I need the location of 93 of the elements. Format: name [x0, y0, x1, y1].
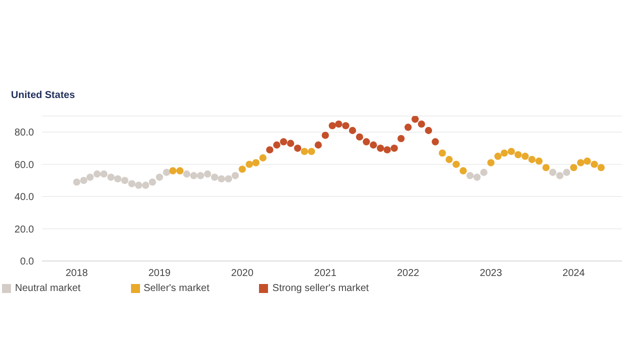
point	[322, 132, 329, 139]
x-tick-label: 2019	[148, 268, 172, 280]
point	[584, 158, 591, 165]
x-tick-label: 2021	[314, 268, 337, 280]
y-tick-label: 0.0	[20, 256, 34, 268]
legend-label: Seller's market	[144, 283, 210, 294]
point	[135, 182, 142, 189]
y-tick-label: 80.0	[14, 128, 34, 139]
point	[86, 174, 94, 181]
point	[466, 172, 474, 180]
point	[176, 167, 184, 174]
y-tick-label: 60.0	[14, 160, 34, 171]
point	[156, 174, 164, 181]
point	[384, 146, 391, 154]
point	[252, 159, 260, 166]
point	[356, 133, 364, 141]
point	[300, 148, 308, 156]
point	[287, 140, 294, 147]
point	[570, 164, 578, 172]
x-tick-label: 2023	[480, 268, 502, 280]
point	[535, 158, 543, 165]
point	[238, 166, 246, 173]
point	[183, 170, 190, 178]
point	[508, 148, 515, 156]
point	[232, 172, 239, 180]
legend-label: Neutral market	[15, 283, 81, 294]
x-tick-label: 2018	[66, 268, 88, 280]
point	[397, 134, 405, 142]
point	[370, 141, 377, 149]
y-tick-label: 20.0	[14, 224, 34, 236]
point	[438, 149, 446, 157]
point	[294, 144, 302, 152]
point	[128, 180, 136, 188]
point	[362, 138, 370, 146]
point	[577, 159, 584, 166]
point	[246, 160, 253, 168]
point	[273, 141, 280, 149]
point	[590, 160, 598, 168]
point	[107, 174, 115, 181]
point	[418, 120, 426, 128]
point	[224, 175, 232, 182]
point	[335, 120, 342, 128]
point	[452, 160, 460, 168]
point	[556, 172, 564, 180]
point	[424, 126, 432, 134]
point	[328, 122, 336, 130]
point	[218, 175, 226, 182]
point	[308, 148, 316, 156]
point	[73, 178, 80, 186]
point	[487, 159, 494, 166]
point	[522, 152, 529, 160]
y-tick-label: 40.0	[14, 192, 34, 204]
point	[432, 138, 439, 146]
point	[598, 164, 605, 172]
point	[404, 124, 412, 131]
point	[528, 156, 536, 164]
point	[494, 152, 502, 160]
point	[473, 174, 481, 181]
point	[342, 122, 350, 130]
point	[142, 182, 150, 189]
point	[259, 154, 267, 162]
point	[148, 178, 156, 186]
chart-title: United States	[11, 90, 76, 103]
point	[204, 170, 212, 178]
point	[500, 149, 508, 157]
point	[266, 146, 274, 154]
point	[412, 116, 419, 123]
point	[480, 168, 488, 176]
point	[460, 167, 467, 174]
point	[514, 151, 522, 158]
point	[542, 164, 550, 172]
point	[549, 168, 556, 176]
point	[190, 172, 198, 180]
point	[121, 176, 128, 184]
point	[169, 167, 176, 174]
point	[162, 168, 170, 176]
x-tick-label: 2020	[231, 268, 254, 280]
point	[446, 156, 453, 164]
x-tick-label: 2022	[396, 268, 420, 280]
point	[80, 176, 88, 184]
point	[100, 170, 108, 178]
point	[114, 175, 122, 182]
point	[280, 138, 288, 146]
point	[94, 170, 101, 178]
point	[348, 126, 356, 134]
x-tick-label: 2024	[562, 268, 586, 280]
point	[563, 168, 570, 176]
point	[196, 172, 204, 180]
point	[211, 174, 218, 181]
legend-label: Strong seller's market	[272, 283, 369, 294]
point	[376, 144, 384, 152]
point	[390, 144, 398, 152]
point	[314, 141, 322, 149]
